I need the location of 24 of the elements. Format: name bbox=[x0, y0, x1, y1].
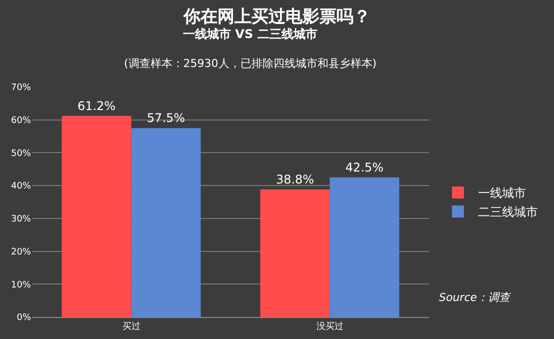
legend-label: 二三线城市 bbox=[478, 205, 538, 220]
text: (调查样本：25930人，已排除四线城市和县乡样本) bbox=[124, 57, 377, 70]
y-tick-label: 60% bbox=[10, 116, 32, 126]
y-tick-label: 70% bbox=[10, 83, 32, 94]
y-tick-label: 10% bbox=[10, 280, 32, 290]
source-note: Source：调查 bbox=[439, 291, 512, 304]
y-tick-label: 30% bbox=[10, 214, 32, 225]
data-label: 61.2% bbox=[77, 98, 116, 113]
y-tick-label: 0% bbox=[16, 313, 32, 324]
y-tick-label: 50% bbox=[10, 148, 32, 159]
chart-subtitle: 一线城市 VS 二三线城市 bbox=[183, 27, 318, 41]
data-label: 57.5% bbox=[146, 111, 186, 126]
y-tick-label: 40% bbox=[10, 182, 32, 192]
y-tick-label: 20% bbox=[10, 247, 32, 258]
x-tick-label: 买过 bbox=[122, 320, 140, 332]
bar bbox=[330, 177, 400, 317]
bar bbox=[260, 190, 330, 317]
chart-title: 你在网上买过电影票吗？ bbox=[182, 7, 370, 28]
data-label: 42.5% bbox=[345, 160, 384, 174]
bar bbox=[62, 116, 132, 317]
data-label: 38.8% bbox=[276, 172, 314, 187]
bar bbox=[131, 128, 201, 317]
legend-label: 一线城市 bbox=[478, 186, 526, 200]
x-tick-label: 没买过 bbox=[316, 320, 344, 332]
